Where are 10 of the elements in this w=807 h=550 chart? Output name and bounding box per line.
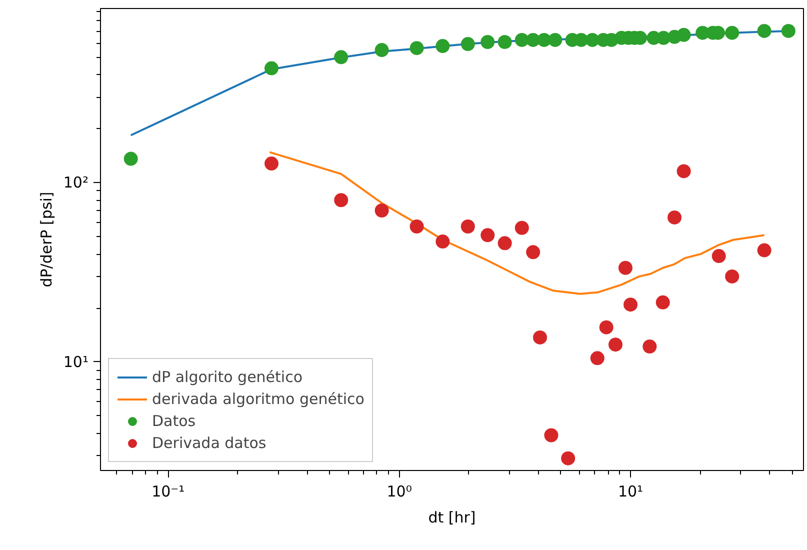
x-tick-label: 10⁻¹ — [152, 482, 185, 500]
legend-label: Derivada datos — [152, 434, 266, 452]
legend-label: derivada algoritmo genético — [152, 390, 364, 408]
y-axis-title: dP/derP [psi] — [37, 192, 56, 288]
x-tick-label: 10⁰ — [386, 482, 412, 500]
y-tick-label: 10² — [63, 174, 89, 192]
legend-label: Datos — [152, 412, 196, 430]
legend-label: dP algorito genético — [152, 368, 303, 386]
x-tick-label: 10¹ — [618, 482, 644, 500]
x-axis-title: dt [hr] — [428, 508, 476, 526]
